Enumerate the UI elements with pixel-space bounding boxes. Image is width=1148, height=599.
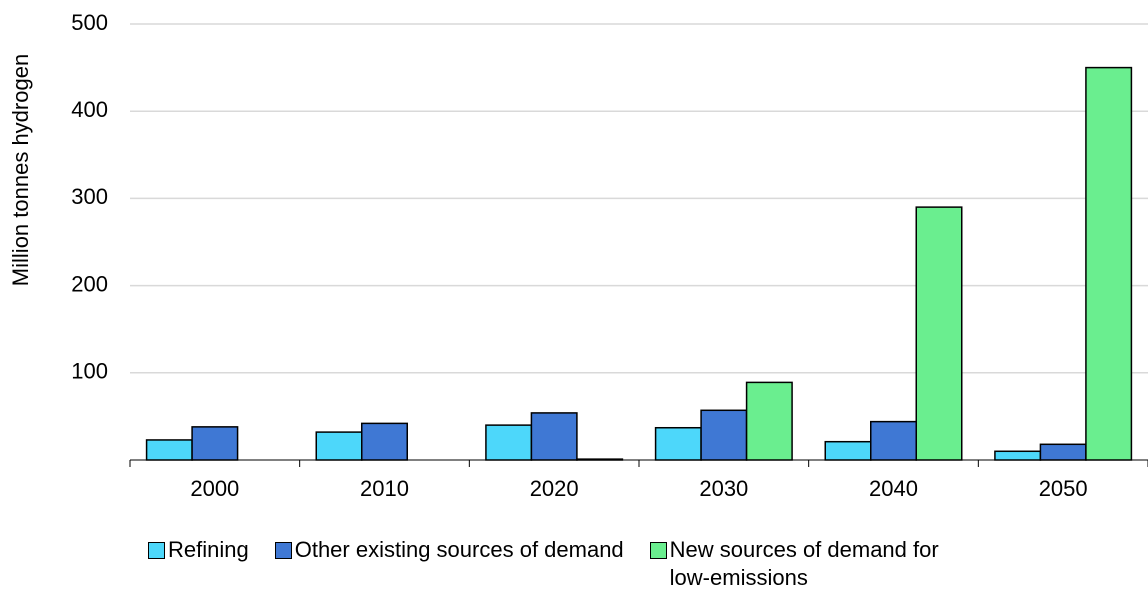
bar (191, 426, 239, 461)
x-tick-label: 2020 (530, 476, 579, 501)
x-tick-label: 2010 (360, 476, 409, 501)
bar (745, 381, 793, 461)
y-axis-label: Million tonnes hydrogen (8, 54, 33, 286)
legend-item: Other existing sources of demand (274, 536, 624, 592)
bar (530, 412, 578, 461)
y-tick-label: 200 (71, 271, 108, 296)
legend-label: Refining (168, 537, 249, 562)
legend-swatch (649, 542, 667, 559)
legend: Refining Other existing sources of demand… (148, 536, 1006, 592)
legend-item: New sources of demand for low-emissions (649, 536, 980, 592)
bar (870, 420, 917, 461)
bar (700, 409, 748, 461)
bar (824, 440, 872, 461)
bar (1039, 443, 1087, 461)
bar (145, 439, 193, 461)
bar (361, 422, 408, 461)
bar (315, 431, 363, 461)
x-tick-label: 2040 (869, 476, 918, 501)
bar (654, 426, 702, 461)
legend-swatch (274, 542, 292, 559)
legend-item: Refining (148, 536, 249, 592)
x-tick-label: 2000 (190, 476, 239, 501)
bar (915, 206, 963, 461)
legend-label: New sources of demand for low-emissions (669, 537, 939, 590)
bar (1085, 66, 1133, 461)
bar (994, 450, 1042, 461)
bar (576, 458, 624, 461)
bar (485, 424, 533, 461)
legend-swatch (148, 542, 165, 559)
legend-label: Other existing sources of demand (294, 537, 624, 562)
x-tick-label: 2030 (699, 476, 748, 501)
y-tick-label: 300 (71, 184, 108, 209)
y-tick-label: 500 (71, 10, 108, 35)
y-tick-label: 400 (71, 97, 108, 122)
y-tick-label: 100 (71, 359, 108, 384)
x-tick-label: 2050 (1039, 476, 1088, 501)
